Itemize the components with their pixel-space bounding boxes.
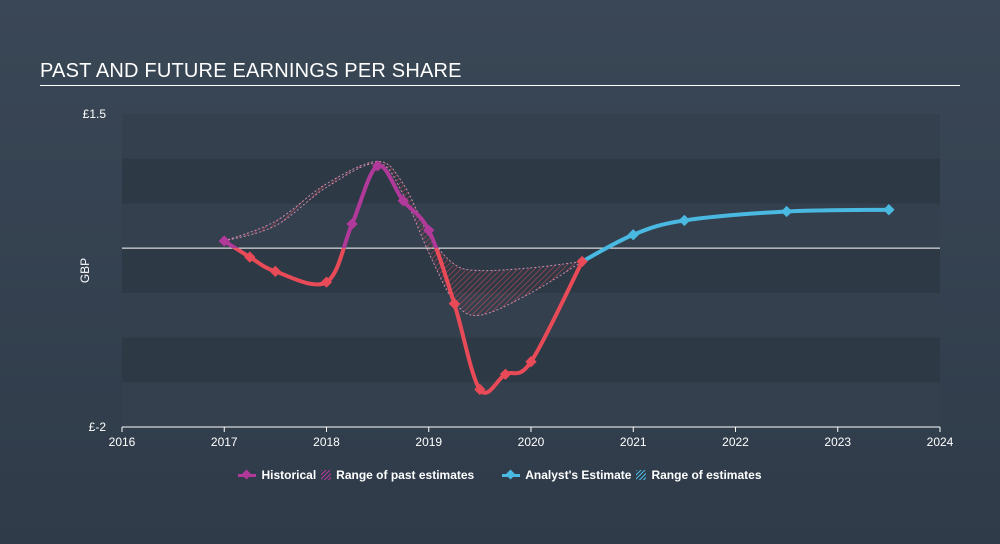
historical-point: [346, 218, 358, 230]
historical-line-positive: [222, 163, 439, 249]
historical-point: [320, 276, 333, 288]
title-underline: [40, 85, 960, 86]
x-tick-label: 2017: [211, 435, 238, 449]
estimate-point: [678, 214, 691, 227]
axes: 2016 2017 2018 2019 2020 2021 2022 2023 2024 £1.5…: [78, 107, 954, 449]
historical-point: [525, 356, 537, 368]
estimate-point: [627, 229, 639, 241]
historical-point: [269, 265, 282, 278]
x-tick-label: 2024: [927, 435, 954, 449]
y-tick-label: £1.5: [83, 107, 107, 121]
estimate-point: [780, 205, 793, 218]
x-tick-label: 2016: [109, 435, 136, 449]
x-tick-label: 2018: [313, 435, 340, 449]
estimate-range-hatch-icon: [636, 470, 647, 480]
x-tick-label: 2023: [824, 435, 851, 449]
legend-estimate-range-label: Range of estimates: [651, 468, 762, 482]
legend-estimate-label: Analyst's Estimate: [525, 468, 632, 482]
past-estimates-upper-edge: [224, 160, 583, 272]
historical-point: [423, 224, 435, 236]
chart-title: PAST AND FUTURE EARNINGS PER SHARE: [40, 60, 462, 82]
historical-legend-icon: [238, 469, 257, 480]
historical-point: [448, 297, 460, 310]
historical-point: [218, 235, 230, 247]
historical-point: [397, 195, 409, 207]
x-tick-label: 2020: [518, 435, 545, 449]
estimate-line: [580, 207, 891, 264]
estimate-ranges: [224, 160, 583, 316]
legend-estimate[interactable]: Analyst's Estimate Range of estimates: [502, 468, 762, 482]
grid-band: [122, 158, 940, 204]
historical-point: [371, 160, 384, 172]
legend: Historical Range of past estimates Analy…: [0, 468, 1000, 482]
historical-point: [474, 383, 486, 396]
x-tick-label: 2021: [620, 435, 647, 449]
x-tick-label: 2022: [722, 435, 749, 449]
grid-band: [122, 114, 940, 159]
legend-past-range-label: Range of past estimates: [336, 468, 475, 482]
historical-point: [576, 255, 588, 268]
estimate-legend-icon: [502, 469, 521, 480]
y-tick-label: £-2: [89, 420, 107, 434]
x-tick-label: 2019: [415, 435, 442, 449]
past-range-hatch-icon: [321, 470, 332, 480]
grid-band: [122, 382, 940, 427]
past-estimates-range-area: [224, 161, 583, 316]
legend-historical[interactable]: Historical Range of past estimates: [238, 468, 474, 482]
historical-point: [499, 368, 512, 380]
legend-historical-label: Historical: [261, 468, 317, 482]
y-axis-label: GBP: [78, 258, 92, 283]
grid-band: [122, 292, 940, 338]
estimate-point: [883, 204, 895, 216]
